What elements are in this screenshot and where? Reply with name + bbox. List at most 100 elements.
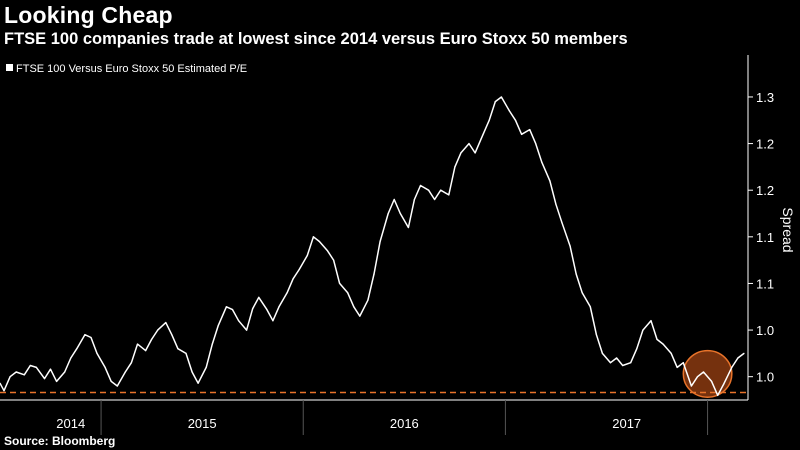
data-point: [723, 383, 725, 385]
data-point: [272, 320, 274, 322]
data-point: [508, 110, 510, 112]
data-point: [23, 374, 25, 376]
data-point: [393, 198, 395, 201]
data-point: [49, 368, 52, 370]
data-point: [717, 394, 719, 396]
data-point: [676, 366, 678, 368]
x-tick-label: 2014: [56, 416, 85, 431]
data-point: [595, 334, 598, 336]
data-point: [636, 348, 638, 350]
data-point: [205, 366, 207, 368]
data-point: [555, 203, 557, 205]
data-point: [399, 212, 401, 215]
data-point: [535, 143, 537, 145]
data-point: [29, 364, 31, 367]
data-point: [278, 306, 280, 308]
data-point: [387, 212, 389, 215]
data-point: [468, 143, 470, 145]
data-point: [521, 133, 523, 135]
data-point: [64, 371, 66, 373]
data-point: [601, 352, 604, 354]
data-point: [743, 352, 745, 354]
legend: FTSE 100 Versus Euro Stoxx 50 Estimated …: [6, 63, 247, 75]
data-point: [359, 315, 361, 317]
data-point: [650, 320, 652, 322]
data-point: [151, 338, 153, 340]
data-point: [157, 329, 159, 331]
data-point: [252, 308, 254, 310]
data-point: [197, 382, 199, 384]
data-point: [541, 161, 543, 163]
data-point: [298, 268, 300, 271]
y-axis: 1.0 1.0 1.1 1.1 1.2 1.2 1.3: [747, 55, 774, 400]
data-point: [171, 334, 173, 336]
highlight-ellipse: [682, 349, 733, 398]
series-line-0: [0, 96, 745, 397]
data-point: [428, 189, 430, 191]
y-tick-label: 1.1: [756, 276, 774, 291]
data-point: [70, 357, 72, 359]
data-point: [136, 343, 139, 345]
x-axis: 2014 2015 2016 2017: [0, 399, 748, 435]
data-point: [211, 343, 213, 345]
plot-area: [0, 96, 748, 398]
data-point: [454, 166, 456, 168]
data-point: [124, 371, 126, 373]
data-point: [514, 119, 517, 121]
data-point: [460, 152, 462, 154]
data-point: [306, 254, 308, 257]
data-point: [367, 299, 369, 301]
data-point: [333, 259, 335, 261]
data-point: [561, 222, 563, 224]
y-tick-label: 1.3: [756, 90, 774, 105]
data-point: [56, 380, 58, 382]
y-tick-label: 1.0: [756, 370, 774, 385]
data-point: [292, 278, 294, 280]
data-point: [609, 362, 612, 364]
y-tick-label: 1.2: [756, 137, 774, 152]
data-point: [662, 343, 664, 345]
data-point: [440, 189, 442, 191]
data-point: [702, 371, 705, 373]
data-point: [0, 382, 1, 384]
data-point: [642, 329, 644, 331]
source-note: Source: Bloomberg: [4, 434, 116, 448]
x-tick-label: 2017: [612, 416, 641, 431]
data-point: [110, 380, 112, 382]
data-point: [76, 348, 78, 350]
data-point: [104, 366, 106, 368]
data-point: [3, 390, 5, 392]
data-point: [711, 380, 713, 382]
data-point: [419, 184, 422, 187]
data-point: [630, 362, 632, 364]
data-point: [15, 371, 17, 373]
data-point: [326, 250, 329, 252]
data-point: [448, 194, 450, 196]
data-point: [339, 282, 341, 284]
data-point: [529, 129, 531, 131]
legend-swatch: [6, 64, 13, 71]
data-point: [549, 180, 551, 182]
x-tick-label: 2015: [188, 416, 217, 431]
x-tick-label: 2016: [390, 416, 419, 431]
data-point: [353, 306, 355, 308]
data-point: [318, 240, 320, 243]
data-point: [165, 322, 167, 324]
data-point: [622, 364, 624, 367]
data-point: [656, 338, 658, 340]
data-point: [225, 306, 227, 308]
data-point: [480, 138, 482, 140]
data-point: [589, 306, 591, 308]
data-point: [575, 273, 577, 275]
data-point: [35, 366, 38, 368]
data-point: [379, 240, 381, 243]
y-axis-title: Spread: [780, 207, 796, 252]
data-point: [231, 309, 234, 311]
data-point: [731, 366, 733, 368]
data-point: [266, 309, 268, 311]
data-point: [407, 226, 409, 229]
data-point: [696, 376, 699, 378]
data-point: [488, 119, 490, 121]
data-point: [84, 334, 86, 336]
data-point: [130, 362, 132, 364]
